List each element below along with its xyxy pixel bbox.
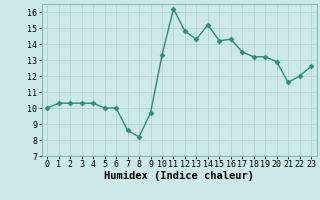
- X-axis label: Humidex (Indice chaleur): Humidex (Indice chaleur): [104, 171, 254, 181]
